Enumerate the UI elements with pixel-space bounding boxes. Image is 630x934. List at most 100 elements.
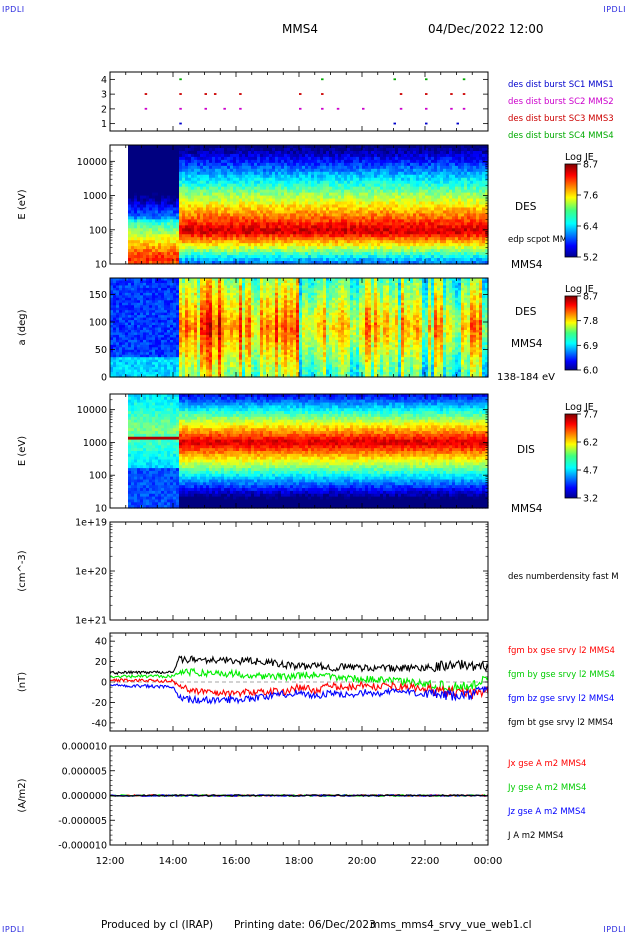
electron-spectrogram-cell <box>161 192 165 197</box>
electron-spectrogram-cell <box>161 243 165 247</box>
electron-spectrogram-cell <box>143 192 147 197</box>
electron-spectrogram-cell <box>215 228 219 232</box>
electron-spectrogram-cell <box>203 240 207 244</box>
electron-spectrogram-cell <box>131 231 135 235</box>
electron-spectrogram-cell <box>134 168 138 173</box>
electron-spectrogram-cell <box>173 198 177 203</box>
electron-spectrogram-cell <box>143 174 147 179</box>
electron-spectrogram-cell <box>158 216 162 220</box>
electron-spectrogram-cell <box>215 189 219 194</box>
electron-spectrogram-cell <box>167 201 171 206</box>
electron-spectrogram-cell <box>188 195 192 200</box>
electron-spectrogram-cell <box>161 207 165 212</box>
electron-spectrogram-cell <box>167 216 171 220</box>
electron-spectrogram-cell <box>146 231 150 235</box>
electron-spectrogram-cell <box>164 186 168 191</box>
electron-spectrogram-cell <box>185 252 189 256</box>
electron-spectrogram-cell <box>218 258 222 262</box>
electron-spectrogram-cell <box>215 201 219 206</box>
electron-spectrogram-cell <box>143 225 147 229</box>
electron-spectrogram-cell <box>170 213 174 217</box>
electron-spectrogram-cell <box>149 222 153 226</box>
electron-spectrogram-cell <box>194 186 198 191</box>
electron-spectrogram-cell <box>188 237 192 241</box>
electron-spectrogram-cell <box>212 234 216 238</box>
electron-spectrogram-cell <box>149 195 153 200</box>
electron-spectrogram-cell <box>167 174 171 179</box>
electron-spectrogram-cell <box>155 249 159 253</box>
electron-spectrogram-cell <box>221 186 225 191</box>
electron-spectrogram-cell <box>221 145 225 149</box>
electron-spectrogram-cell <box>191 219 195 223</box>
electron-spectrogram-cell <box>206 207 210 212</box>
electron-spectrogram-cell <box>176 147 180 152</box>
electron-spectrogram-cell <box>134 162 138 167</box>
electron-spectrogram-cell <box>131 171 135 176</box>
electron-spectrogram-cell <box>185 147 189 152</box>
electron-spectrogram-cell <box>131 183 135 188</box>
electron-spectrogram-cell <box>170 189 174 194</box>
electron-spectrogram-cell <box>185 201 189 206</box>
electron-spectrogram-cell <box>203 252 207 256</box>
electron-spectrogram-cell <box>200 159 204 164</box>
electron-spectrogram-cell <box>131 204 135 209</box>
electron-spectrogram-cell <box>146 168 150 173</box>
electron-spectrogram-cell <box>185 192 189 197</box>
electron-spectrogram-cell <box>194 183 198 188</box>
electron-spectrogram-cell <box>182 180 186 185</box>
electron-spectrogram-cell <box>188 201 192 206</box>
electron-spectrogram-cell <box>185 177 189 182</box>
electron-spectrogram-cell <box>185 240 189 244</box>
electron-spectrogram-cell <box>155 243 159 247</box>
electron-spectrogram-cell <box>200 237 204 241</box>
electron-spectrogram-cell <box>161 222 165 226</box>
electron-spectrogram-cell <box>224 252 228 256</box>
electron-spectrogram-cell <box>173 255 177 259</box>
electron-spectrogram-cell <box>134 228 138 232</box>
electron-spectrogram-cell <box>134 174 138 179</box>
electron-spectrogram-cell <box>131 228 135 232</box>
electron-spectrogram-cell <box>167 243 171 247</box>
electron-spectrogram-cell <box>152 204 156 209</box>
electron-spectrogram-cell <box>152 252 156 256</box>
electron-spectrogram-cell <box>140 210 144 215</box>
electron-spectrogram-cell <box>173 186 177 191</box>
electron-spectrogram-cell <box>188 243 192 247</box>
electron-spectrogram-cell <box>224 258 228 262</box>
electron-spectrogram-cell <box>185 174 189 179</box>
electron-spectrogram-cell <box>224 165 228 170</box>
electron-spectrogram-cell <box>167 246 171 250</box>
electron-spectrogram-cell <box>197 261 201 265</box>
spacecraft-title: MMS4 <box>282 22 318 36</box>
electron-spectrogram-cell <box>137 147 141 152</box>
electron-spectrogram-cell <box>155 198 159 203</box>
electron-spectrogram-cell <box>155 216 159 220</box>
electron-spectrogram-cell <box>140 213 144 217</box>
electron-spectrogram-cell <box>185 243 189 247</box>
electron-spectrogram-cell <box>140 240 144 244</box>
electron-spectrogram-cell <box>152 147 156 152</box>
electron-spectrogram-cell <box>140 258 144 262</box>
electron-spectrogram-cell <box>146 165 150 170</box>
electron-spectrogram-cell <box>218 159 222 164</box>
electron-spectrogram-cell <box>221 243 225 247</box>
electron-spectrogram-cell <box>188 231 192 235</box>
electron-spectrogram-cell <box>209 216 213 220</box>
electron-spectrogram-cell <box>176 213 180 217</box>
electron-spectrogram-cell <box>134 201 138 206</box>
footer-printing-date: Printing date: 06/Dec/2023 <box>234 919 376 931</box>
electron-spectrogram-cell <box>203 237 207 241</box>
electron-spectrogram-cell <box>170 222 174 226</box>
electron-spectrogram-cell <box>146 252 150 256</box>
electron-spectrogram-cell <box>146 225 150 229</box>
electron-spectrogram-cell <box>155 204 159 209</box>
electron-spectrogram-cell <box>152 192 156 197</box>
electron-spectrogram-cell <box>218 255 222 259</box>
electron-spectrogram-cell <box>149 189 153 194</box>
electron-spectrogram-cell <box>131 198 135 203</box>
electron-spectrogram-cell <box>158 222 162 226</box>
electron-spectrogram-cell <box>206 186 210 191</box>
electron-spectrogram-cell <box>161 150 165 155</box>
electron-spectrogram-cell <box>146 261 150 265</box>
electron-spectrogram-cell <box>164 231 168 235</box>
